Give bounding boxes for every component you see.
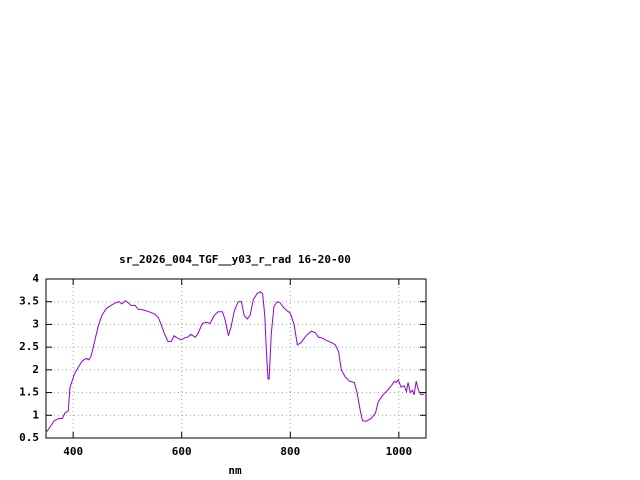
y-tick-label: 2 [32, 363, 39, 376]
y-tick-label: 1.5 [19, 386, 39, 399]
y-tick-label: 3.5 [19, 295, 39, 308]
x-tick-label: 400 [63, 445, 83, 458]
x-tick-label: 600 [172, 445, 192, 458]
y-tick-label: 0.5 [19, 431, 39, 444]
data-line [45, 291, 425, 433]
plot-border [45, 278, 427, 439]
y-tick-label: 4 [32, 272, 39, 285]
y-tick-label: 3 [32, 317, 39, 330]
y-tick-label: 2.5 [19, 340, 39, 353]
x-tick-label: 800 [280, 445, 300, 458]
x-tick-label: 1000 [386, 445, 413, 458]
y-tick-label: 1 [32, 408, 39, 421]
chart-title: sr_2026_004_TGF__y03_r_rad 16-20-00 [119, 253, 351, 266]
x-axis-label: nm [228, 464, 242, 477]
